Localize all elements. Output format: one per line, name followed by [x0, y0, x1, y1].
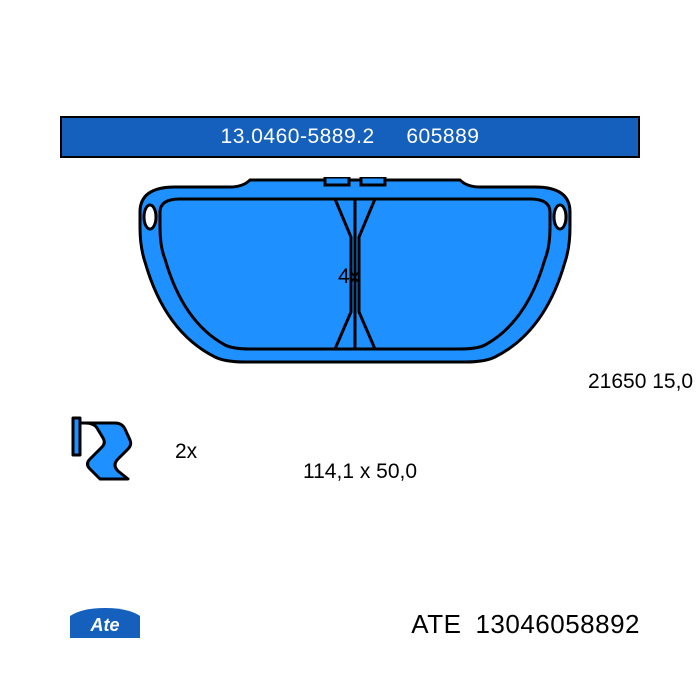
header-bar: 13.0460-5889.2 605889 — [60, 116, 640, 158]
clip-qty: 2x — [175, 440, 197, 464]
dimension-bottom: 114,1 x 50,0 — [303, 460, 417, 484]
footer: ATE 13046058892 — [60, 609, 640, 640]
part-code-2: 605889 — [406, 125, 479, 148]
part-code-1: 13.0460-5889.2 — [221, 125, 375, 148]
dimension-side: 21650 15,0 — [588, 370, 693, 394]
brand-label: ATE — [411, 609, 461, 640]
brake-pad-qty: 4x — [338, 265, 360, 289]
part-number: 13046058892 — [475, 609, 640, 640]
header-part-codes: 13.0460-5889.2 605889 — [221, 125, 480, 149]
clip-diagram — [70, 415, 160, 487]
